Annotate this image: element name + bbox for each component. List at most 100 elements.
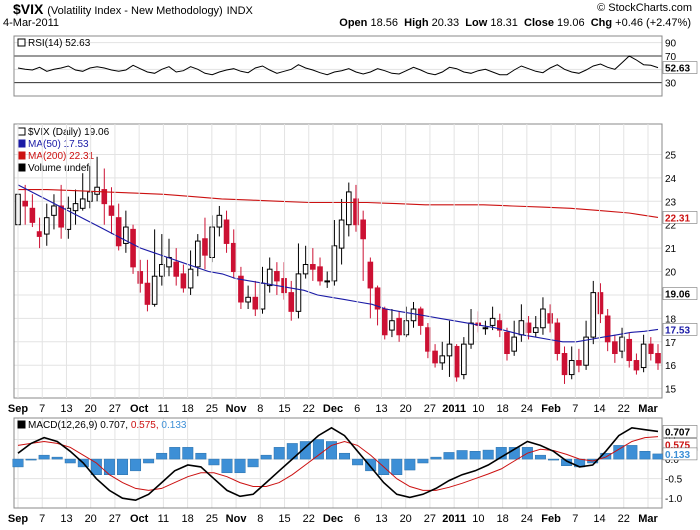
price-tick-label: 25 — [665, 150, 677, 161]
close-last-label-box — [662, 287, 698, 300]
candle-down — [576, 360, 582, 366]
macd-date-tick: 13 — [375, 513, 387, 525]
candle-down — [317, 266, 323, 282]
candle-down — [417, 308, 424, 326]
candle-down — [238, 275, 244, 303]
macd-histogram-bar — [443, 452, 455, 460]
macd-date-tick: 7 — [572, 513, 578, 525]
macd-histogram-bar — [430, 456, 442, 460]
macd-date-tick: 2011 — [442, 513, 466, 525]
security-name: (Volatility Index - New Methodology) — [47, 5, 223, 17]
chg-value: +0.46 (+2.47%) — [615, 17, 691, 29]
price-date-tick: Sep — [8, 403, 28, 415]
price-date-tick: Nov — [226, 403, 248, 415]
candle-down — [648, 343, 654, 355]
candle-up — [583, 336, 589, 366]
candle-up — [331, 245, 338, 282]
exchange: INDX — [226, 5, 253, 17]
candle-down — [36, 231, 43, 237]
macd-date-tick: Feb — [541, 513, 561, 525]
price-legend-swatch — [17, 163, 26, 172]
candle-down — [115, 217, 122, 247]
macd-date-tick: Oct — [130, 513, 149, 525]
macd-date-tick: 27 — [109, 513, 121, 525]
ma50-last-label: 17.53 — [665, 325, 690, 336]
price-legend-item: MA(50) 17.53 — [28, 139, 89, 150]
macd-histogram-bar — [299, 441, 311, 460]
price-date-tick: 22 — [618, 403, 630, 415]
macd-date-tick: 20 — [85, 513, 97, 525]
macd-tick-label: -1.0 — [665, 494, 683, 505]
candle-up — [216, 214, 223, 228]
macd-date-tick: 25 — [206, 513, 218, 525]
macd-date-tick: 11 — [158, 513, 169, 525]
candle-down — [604, 315, 611, 343]
close-value: 19.06 — [557, 17, 585, 29]
candle-up — [151, 275, 158, 305]
low-value: 18.31 — [490, 17, 518, 29]
candle-down — [597, 292, 604, 315]
candle-down — [223, 219, 230, 244]
macd-histogram-bar — [234, 458, 246, 474]
price-date-tick: Mar — [638, 403, 658, 415]
candle-down — [173, 261, 180, 277]
price-legend-item: $VIX (Daily) 19.06 — [28, 127, 110, 138]
candle-up — [568, 360, 575, 376]
price-date-tick: 10 — [472, 403, 484, 415]
price-date-tick: 8 — [257, 403, 263, 415]
macd-histogram-bar — [325, 441, 337, 460]
candle-up — [266, 268, 273, 287]
macd-tick-label: 0.0 — [665, 455, 679, 466]
macd-histogram-bar — [469, 451, 481, 460]
candle-down — [554, 322, 561, 355]
price-date-tick: Oct — [130, 403, 149, 415]
macd-last-label-box — [662, 425, 698, 438]
candle-down — [274, 271, 280, 282]
macd-histogram-bar — [117, 458, 128, 475]
rsi-tick-label: 70 — [665, 52, 677, 63]
macd-histogram-bar — [64, 458, 76, 464]
candle-down — [310, 264, 316, 270]
macd-histogram-bar — [339, 452, 351, 460]
price-date-tick: 27 — [424, 403, 436, 415]
candle-up — [468, 322, 474, 345]
candle-down — [101, 189, 108, 205]
macd-histogram-bar — [143, 458, 155, 464]
macd-histogram-bar — [130, 458, 142, 472]
chart-title: $VIX (Volatility Index - New Methodology… — [13, 1, 253, 17]
candle-down — [525, 322, 532, 333]
candle-down — [353, 198, 359, 226]
macd-histogram-bar — [12, 458, 24, 468]
price-date-tick: 20 — [85, 403, 97, 415]
price-date-tick: 2011 — [442, 403, 466, 415]
candle-up — [389, 320, 395, 331]
macd-histogram-bar — [312, 439, 324, 460]
macd-histogram-bar — [51, 456, 63, 460]
price-tick-label: 20 — [665, 268, 677, 279]
low-label: Low — [465, 17, 488, 29]
price-tick-label: 15 — [665, 385, 677, 396]
chg-label: Chg — [590, 17, 613, 29]
candle-up — [302, 264, 309, 275]
rsi-panel — [13, 35, 663, 97]
candle-up — [51, 205, 57, 216]
candle-up — [410, 308, 417, 322]
macd-tick-label: -0.5 — [665, 475, 683, 486]
price-date-tick: Feb — [541, 403, 561, 415]
rsi-last-label-box — [662, 61, 698, 74]
ma50-last-label-box — [662, 323, 698, 336]
price-tick-label: 18 — [665, 314, 677, 325]
chart-date: 4-Mar-2011 — [3, 17, 60, 29]
candle-down — [29, 207, 36, 223]
candle-down — [561, 353, 568, 376]
macd-date-tick: 22 — [303, 513, 315, 525]
macd-date-tick: 18 — [181, 513, 193, 525]
price-date-tick: 20 — [400, 403, 412, 415]
macd-histogram-bar — [182, 447, 194, 460]
macd-date-tick: Sep — [8, 513, 28, 525]
candle-up — [187, 268, 194, 289]
open-value: 18.56 — [370, 17, 398, 29]
candle-down — [130, 228, 136, 268]
candle-up — [439, 355, 446, 364]
rsi-line — [17, 55, 659, 76]
